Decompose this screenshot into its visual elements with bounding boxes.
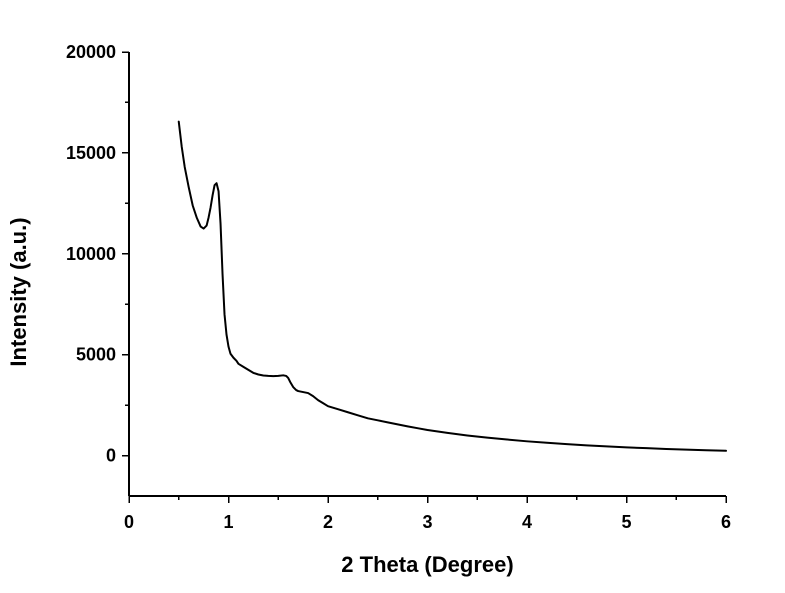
x-axis-title: 2 Theta (Degree) <box>341 552 513 577</box>
y-tick-label: 20000 <box>66 42 116 62</box>
y-tick-label: 15000 <box>66 143 116 163</box>
ticks <box>122 51 727 503</box>
tick-labels: 0 1 2 3 4 5 6 0 5000 10000 15000 20000 <box>66 42 731 532</box>
plot-area <box>177 120 727 452</box>
x-tick-label: 2 <box>323 512 333 532</box>
x-tick-label: 4 <box>522 512 532 532</box>
series-line <box>177 120 727 452</box>
y-tick-label: 5000 <box>76 345 116 365</box>
y-axis-title: Intensity (a.u.) <box>6 217 31 366</box>
x-tick-label: 3 <box>422 512 432 532</box>
x-tick-label: 1 <box>223 512 233 532</box>
y-tick-label: 10000 <box>66 244 116 264</box>
x-tick-label: 6 <box>721 512 731 532</box>
x-tick-label: 0 <box>124 512 134 532</box>
x-tick-label: 5 <box>621 512 631 532</box>
y-tick-label: 0 <box>106 446 116 466</box>
